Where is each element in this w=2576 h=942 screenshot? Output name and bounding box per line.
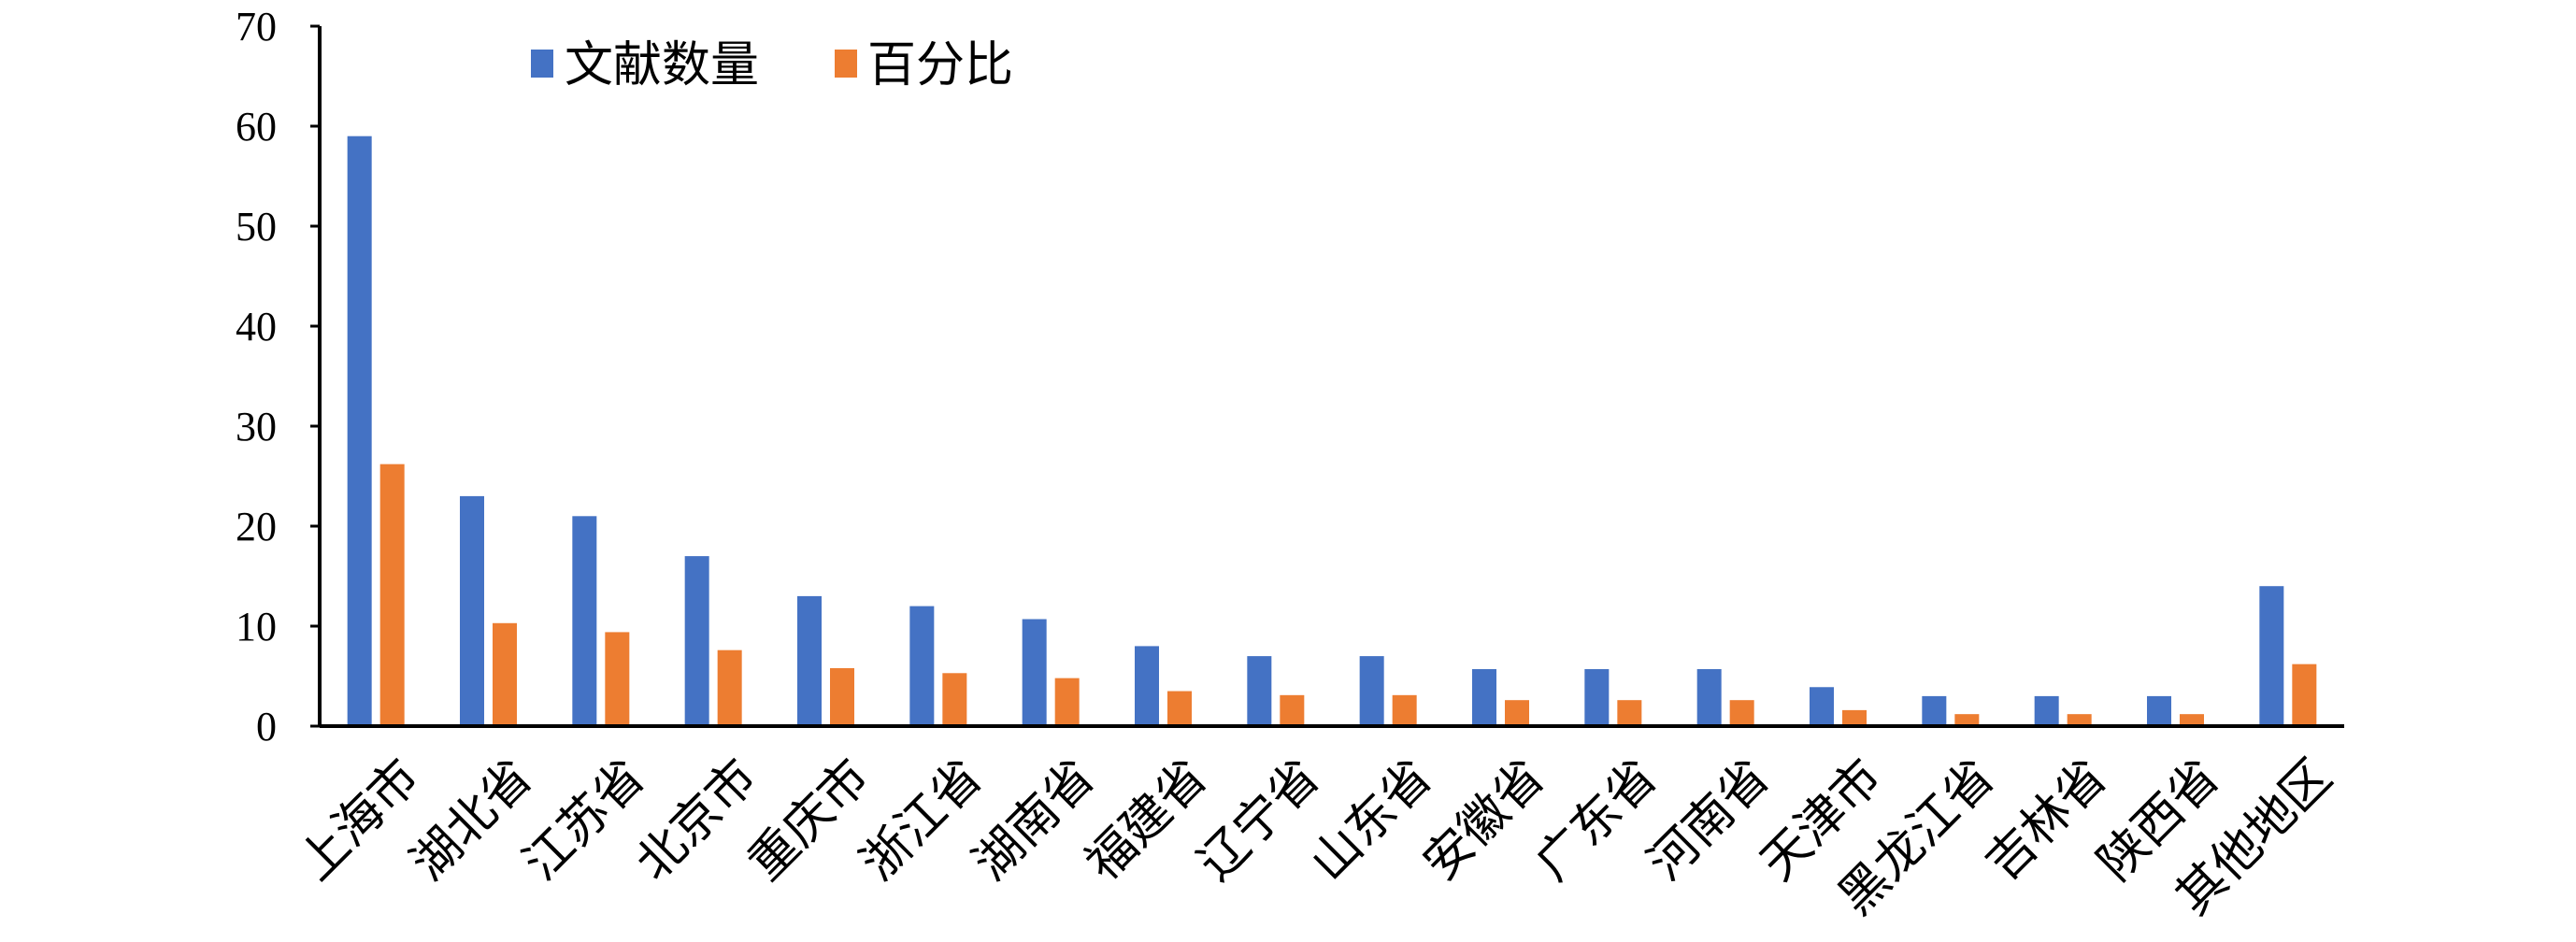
- x-category-label-10: 山东省: [1300, 749, 1443, 892]
- bar-series-2-15: [1954, 714, 1980, 726]
- x-category-label-3: 江苏省: [513, 749, 656, 892]
- bar-series-2-16: [2067, 714, 2092, 726]
- x-category-label-12: 广东省: [1525, 749, 1668, 892]
- bar-series-1-14: [1810, 687, 1834, 726]
- bar-series-1-3: [572, 516, 597, 726]
- bar-series-2-6: [942, 673, 967, 726]
- y-ticks-group: 0 10 20 30 40 50 60 70: [236, 4, 320, 749]
- x-category-label-5: 重庆市: [737, 749, 880, 892]
- bar-series-1-15: [1922, 695, 1947, 726]
- bar-series-2-1: [379, 464, 405, 726]
- bar-series-1-9: [1247, 656, 1272, 726]
- bar-series-1-16: [2034, 695, 2059, 726]
- y-tick-label-7: 70: [236, 4, 277, 50]
- bar-series-2-2: [493, 622, 517, 726]
- bar-series-1-18: [2259, 586, 2284, 726]
- x-category-label-11: 安徽省: [1412, 749, 1555, 892]
- y-tick-label-4: 40: [236, 304, 277, 350]
- bars-group: [347, 136, 2317, 726]
- x-category-label-9: 辽宁省: [1188, 749, 1331, 892]
- legend-label-series-2: 百分比: [867, 37, 1013, 93]
- x-category-label-16: 吉林省: [1975, 749, 2118, 892]
- bar-series-2-11: [1505, 700, 1529, 726]
- bar-series-1-13: [1696, 669, 1722, 726]
- axes-group: [318, 26, 2344, 728]
- y-tick-label-6: 60: [236, 104, 277, 150]
- x-labels-group: 上海市湖北省江苏省北京市重庆市浙江省湖南省福建省辽宁省山东省安徽省广东省河南省天…: [288, 749, 2342, 926]
- bar-series-1-5: [797, 595, 822, 726]
- bar-series-1-1: [347, 136, 372, 726]
- legend-swatch-series-1: [531, 50, 553, 78]
- bar-series-2-18: [2292, 664, 2317, 726]
- bar-series-2-5: [830, 667, 854, 726]
- bar-series-2-8: [1167, 691, 1192, 726]
- x-category-label-13: 河南省: [1638, 749, 1781, 892]
- bar-series-2-10: [1392, 694, 1417, 726]
- x-category-label-8: 福建省: [1075, 749, 1218, 892]
- y-tick-label-0: 0: [256, 704, 277, 749]
- bar-series-2-14: [1842, 709, 1867, 726]
- legend-swatch-series-2: [835, 50, 857, 78]
- y-tick-label-3: 30: [236, 404, 277, 450]
- bar-series-2-9: [1280, 694, 1305, 726]
- bar-series-1-8: [1135, 646, 1159, 726]
- legend-label-series-1: 文献数量: [565, 37, 759, 93]
- bar-series-1-6: [909, 606, 935, 726]
- y-tick-label-1: 10: [236, 604, 277, 649]
- bar-series-2-17: [2180, 714, 2204, 726]
- bar-series-1-4: [684, 556, 709, 726]
- x-category-label-7: 湖南省: [963, 749, 1106, 892]
- bar-series-1-12: [1584, 669, 1610, 726]
- y-tick-label-5: 50: [236, 204, 277, 250]
- y-tick-label-2: 20: [236, 504, 277, 550]
- legend: 文献数量 百分比: [531, 37, 1013, 93]
- bar-series-1-17: [2147, 695, 2171, 726]
- bar-series-2-7: [1054, 678, 1080, 726]
- bar-series-2-13: [1729, 700, 1754, 726]
- x-category-label-6: 浙江省: [851, 749, 994, 892]
- bar-series-2-12: [1617, 700, 1642, 726]
- bar-series-1-10: [1359, 656, 1384, 726]
- bar-series-2-4: [717, 649, 742, 726]
- bar-series-2-3: [605, 632, 630, 726]
- x-category-label-4: 北京市: [625, 749, 768, 892]
- x-category-label-2: 湖北省: [400, 749, 543, 892]
- bar-series-1-2: [460, 495, 484, 726]
- bar-series-1-7: [1022, 619, 1047, 726]
- x-category-label-1: 上海市: [288, 749, 431, 892]
- bar-series-1-11: [1472, 669, 1496, 726]
